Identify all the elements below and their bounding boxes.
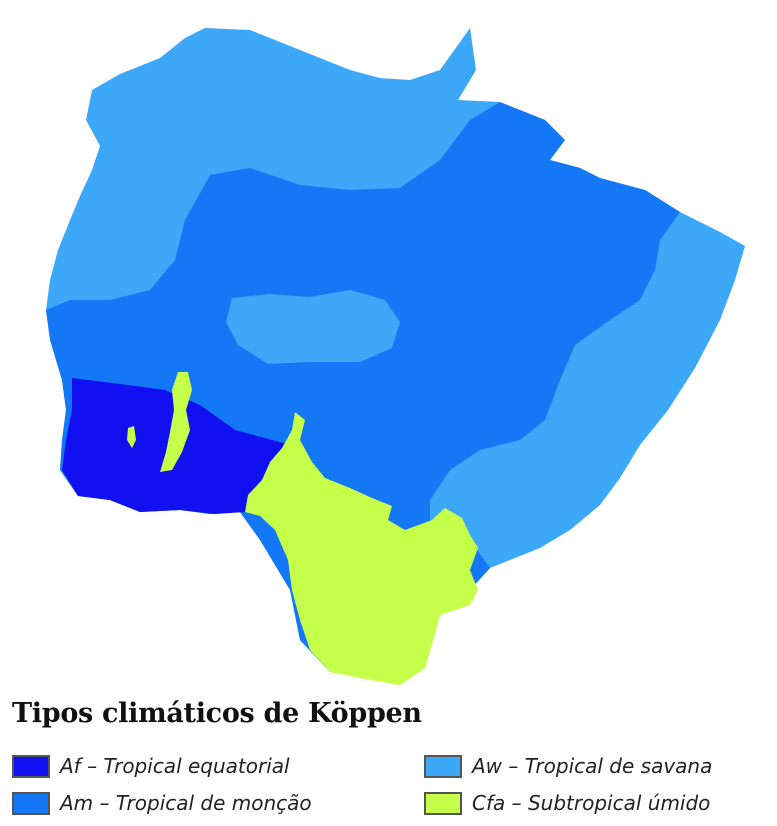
legend-label-am: Am – Tropical de monção [60,791,312,815]
legend-label-cfa: Cfa – Subtropical úmido [472,791,711,815]
region-aw-inner [226,290,400,364]
legend-label-af: Af – Tropical equatorial [60,754,290,778]
legend-item-am: Am – Tropical de monção [12,789,312,817]
region-am [46,102,680,680]
legend-swatch-aw [424,754,462,778]
legend-swatch-cfa [424,791,462,815]
legend-swatch-am [12,791,50,815]
legend-label-aw: Aw – Tropical de savana [472,754,713,778]
legend-item-cfa: Cfa – Subtropical úmido [424,789,710,817]
legend-item-af: Af – Tropical equatorial [12,752,290,780]
region-cfa-spot [127,426,136,448]
legend-title: Tipos climáticos de Köppen [12,698,422,729]
legend-item-aw: Aw – Tropical de savana [424,752,712,780]
climate-map [46,28,745,685]
region-cfa-north [160,372,192,472]
region-cfa [245,412,478,685]
legend-swatch-af [12,754,50,778]
